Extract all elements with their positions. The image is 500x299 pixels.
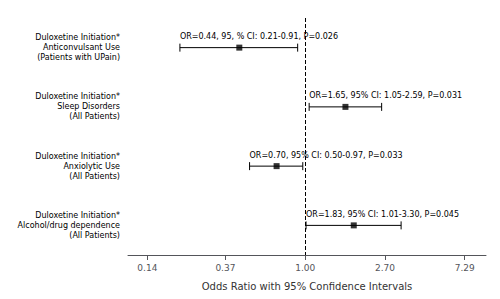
svg-text:Duloxetine Initiation*: Duloxetine Initiation* bbox=[35, 152, 120, 161]
svg-text:2.70: 2.70 bbox=[375, 263, 395, 273]
svg-text:Duloxetine Initiation*: Duloxetine Initiation* bbox=[35, 211, 120, 220]
svg-text:OR=0.70, 95% CI: 0.50-0.97, P=: OR=0.70, 95% CI: 0.50-0.97, P=0.033 bbox=[250, 151, 403, 160]
svg-text:OR=0.44, 95, % CI: 0.21-0.91,: OR=0.44, 95, % CI: 0.21-0.91, P=0.026 bbox=[180, 32, 338, 41]
svg-text:Anticonvulsant Use: Anticonvulsant Use bbox=[43, 43, 120, 52]
svg-text:(All Patients): (All Patients) bbox=[69, 112, 120, 121]
svg-text:OR=1.83, 95% CI: 1.01-3.30, P=: OR=1.83, 95% CI: 1.01-3.30, P=0.045 bbox=[306, 210, 459, 219]
svg-text:7.29: 7.29 bbox=[455, 263, 475, 273]
svg-text:(All Patients): (All Patients) bbox=[69, 172, 120, 181]
svg-text:Anxiolytic Use: Anxiolytic Use bbox=[63, 162, 120, 171]
svg-text:Duloxetine Initiation*: Duloxetine Initiation* bbox=[35, 92, 120, 101]
svg-text:0.14: 0.14 bbox=[137, 263, 157, 273]
svg-text:Sleep Disorders: Sleep Disorders bbox=[57, 102, 120, 111]
svg-text:(Patients with UPain): (Patients with UPain) bbox=[37, 53, 120, 62]
svg-text:Duloxetine Initiation*: Duloxetine Initiation* bbox=[35, 33, 120, 42]
svg-text:0.37: 0.37 bbox=[215, 263, 235, 273]
svg-text:(All Patients): (All Patients) bbox=[69, 231, 120, 240]
svg-text:Odds Ratio with 95% Confidence: Odds Ratio with 95% Confidence Intervals bbox=[202, 281, 413, 292]
svg-text:1.00: 1.00 bbox=[295, 263, 315, 273]
svg-text:OR=1.65, 95% CI: 1.05-2.59, P=: OR=1.65, 95% CI: 1.05-2.59, P=0.031 bbox=[309, 91, 462, 100]
svg-text:Alcohol/drug dependence: Alcohol/drug dependence bbox=[18, 221, 120, 230]
